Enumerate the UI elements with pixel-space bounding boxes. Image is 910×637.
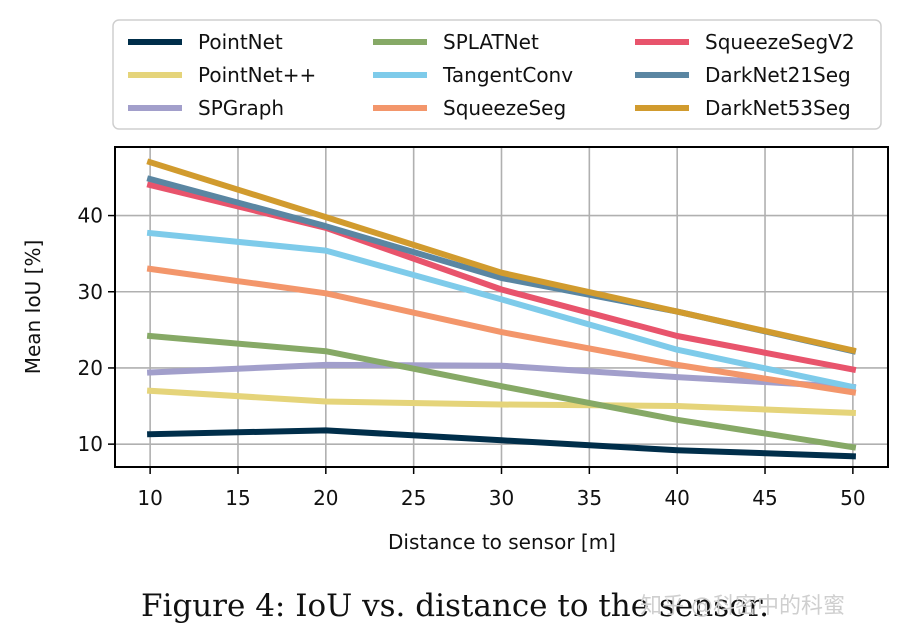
x-tick-label: 25 — [401, 486, 426, 510]
series-lines — [146, 158, 857, 460]
x-tick-label: 35 — [577, 486, 602, 510]
series-line-squeezeseg — [146, 265, 857, 396]
legend-label-pointnet-: PointNet++ — [198, 63, 316, 87]
legend-label-pointnet: PointNet — [198, 30, 283, 54]
y-tick-label: 10 — [78, 432, 103, 456]
x-axis-ticks: 10 15 20 25 30 35 40 45 50 — [137, 467, 866, 510]
y-axis-label: Mean IoU [%] — [21, 240, 45, 375]
series-line-tangentconv — [146, 229, 857, 391]
x-tick-label: 45 — [752, 486, 777, 510]
x-tick-label: 40 — [664, 486, 689, 510]
y-axis-ticks: 10 20 30 40 — [78, 204, 115, 456]
y-tick-label: 20 — [78, 356, 103, 380]
legend: PointNet PointNet++ SPGraph SPLATNet Tangent… — [112, 19, 882, 130]
series-line-pointnet- — [146, 387, 857, 417]
y-tick-label: 30 — [78, 280, 103, 304]
x-axis-label: Distance to sensor [m] — [388, 530, 616, 554]
series-line-darknet53seg — [146, 158, 857, 354]
figure-caption: Figure 4: IoU vs. distance to the sensor… — [140, 588, 770, 624]
legend-label-spgraph: SPGraph — [198, 96, 284, 120]
x-tick-label: 15 — [225, 486, 250, 510]
series-line-pointnet — [147, 427, 857, 460]
legend-box — [112, 19, 882, 130]
x-tick-label: 30 — [489, 486, 514, 510]
watermark: 知乎 @科密中的科蜜 — [640, 594, 845, 619]
series-line-spgraph — [146, 361, 857, 391]
x-tick-label: 10 — [137, 486, 162, 510]
legend-label-squeezeseg: SqueezeSeg — [443, 96, 566, 120]
x-tick-label: 20 — [313, 486, 338, 510]
grid-lines — [115, 147, 888, 467]
y-tick-label: 40 — [78, 204, 103, 228]
legend-label-darknet21seg: DarkNet21Seg — [705, 63, 851, 87]
series-line-splatnet — [146, 332, 857, 451]
legend-label-tangentconv: TangentConv — [442, 63, 573, 87]
x-tick-label: 50 — [840, 486, 865, 510]
legend-label-splatnet: SPLATNet — [443, 30, 539, 54]
legend-label-darknet53seg: DarkNet53Seg — [705, 96, 851, 120]
legend-label-squeezesegv2: SqueezeSegV2 — [705, 30, 855, 54]
